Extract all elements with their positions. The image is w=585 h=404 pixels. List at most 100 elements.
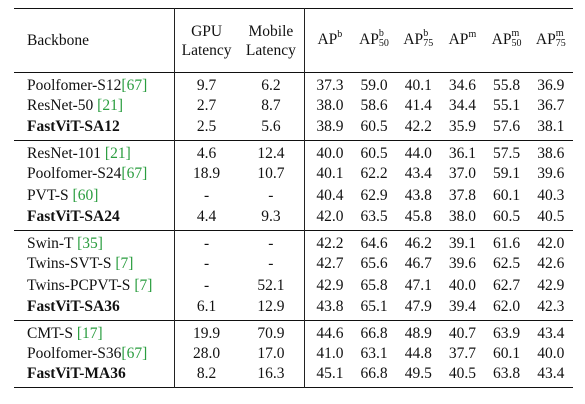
cell-gpu-latency: -	[174, 252, 238, 275]
cell-ap-4: 55.8	[492, 77, 521, 94]
cell-backbone: ResNet-50 [21]	[14, 95, 175, 118]
header-ap-2: APb 75	[396, 9, 440, 73]
header-ap-0: APb	[304, 9, 351, 73]
backbone-name: ResNet-50	[27, 97, 94, 115]
citation-link[interactable]: [67]	[121, 344, 148, 362]
cell-ap-0: 43.8	[316, 297, 344, 315]
cell-ap-1: 64.6	[351, 229, 397, 253]
citation-link[interactable]: [7]	[134, 277, 153, 295]
table-row: Poolfomer-S12[67] 9.7 6.2 37.3 59.0 40.1 34.6 5…	[14, 72, 573, 95]
cell-ap-2: 41.4	[404, 97, 432, 115]
citation-link[interactable]: [67]	[121, 77, 148, 94]
cell-backbone: CMT-S [17]	[14, 319, 175, 343]
cell-ap-5: 42.6	[537, 254, 565, 272]
table-row: PVT-S [60] - -40.4 62.9 43.8 37.8 60.1 40.3	[14, 185, 573, 208]
backbone-name: FastViT-SA36	[27, 297, 120, 315]
cell-backbone: PVT-S [60]	[14, 185, 175, 208]
cell-ap-2: 46.7	[404, 254, 432, 272]
cell-gpu-latency: 2.5	[174, 117, 238, 140]
header-ap-scripts: b 50	[378, 28, 389, 49]
cell-backbone: Poolfomer-S36[67]	[14, 343, 175, 366]
citation-link[interactable]: [7]	[115, 254, 134, 272]
cell-gpu-latency: -	[174, 229, 238, 253]
header-row: Backbone GPU Latency Mobile Latency APb …	[14, 8, 573, 73]
cell-ap-2: 46.2	[396, 229, 441, 253]
header-ap-4: APm 50	[484, 9, 528, 73]
cell-gpu-latency: 19.9	[174, 319, 238, 343]
cell-ap-1: 63.1	[360, 344, 388, 362]
cell-ap-0: 40.1	[316, 164, 344, 182]
cell-mobile-latency: 16.3	[237, 365, 305, 388]
cell-backbone: FastViT-SA12	[14, 118, 175, 141]
cell-ap-0: 38.9	[316, 117, 344, 135]
cell-gpu-latency: 6.1	[174, 297, 238, 320]
header-gpu-line1: GPU	[191, 22, 223, 40]
table-row: FastViT-SA24 4.4 9.3 42.0 63.5 45.8 38.0 60.5 40…	[14, 207, 573, 230]
header-ap-base: AP	[317, 31, 338, 48]
cell-ap-1: 65.8	[360, 277, 388, 295]
citation-link[interactable]: [21]	[97, 97, 123, 115]
cell-ap-4: 60.5	[492, 207, 521, 225]
cell-mobile-latency: 52.1	[237, 275, 305, 298]
cell-ap-2: 42.2	[404, 117, 432, 135]
cell-mobile-latency: 10.7	[237, 162, 305, 185]
cell-ap-5: 40.3	[537, 187, 565, 205]
header-backbone: Backbone	[27, 32, 89, 49]
backbone-name: FastViT-SA24	[27, 207, 120, 225]
header-ap-base: AP	[403, 31, 424, 49]
cell-ap-0: 38.0	[316, 97, 344, 115]
cell-mobile-latency: 12.4	[237, 139, 305, 163]
cell-ap-5: 40.0	[537, 344, 565, 362]
cell-ap-4: 59.1	[492, 164, 521, 182]
cell-ap-3: 40.7	[440, 319, 485, 343]
cell-mobile-latency: -	[237, 229, 305, 253]
table-row: Twins-PCPVT-S [7] -52.1 42.9 65.8 47.1 40.0 62…	[14, 275, 573, 298]
header-gpu-latency: GPU Latency	[174, 8, 238, 73]
citation-link[interactable]: [35]	[77, 234, 103, 252]
cell-ap-4: 63.9	[484, 319, 529, 343]
cell-ap-0: 42.0	[316, 207, 344, 225]
cell-ap-4: 63.8	[492, 365, 521, 382]
header-ap-3: APm	[440, 9, 484, 73]
cell-gpu-latency: 9.7	[174, 72, 238, 95]
cell-ap-2: 45.8	[404, 207, 432, 225]
cell-ap-0: 40.0	[304, 139, 352, 163]
cell-mobile-latency: -	[237, 252, 305, 275]
cell-ap-5: 40.5	[537, 207, 565, 225]
backbone-name: CMT-S	[27, 324, 73, 342]
citation-link[interactable]: [67]	[121, 164, 148, 182]
citation-link[interactable]: [17]	[76, 324, 103, 342]
citation-link[interactable]: [60]	[72, 187, 99, 205]
cell-ap-3: 37.0	[448, 164, 476, 182]
cell-ap-5: 38.1	[537, 117, 565, 135]
cell-ap-1: 59.0	[360, 77, 388, 94]
header-mobile-line1: Mobile	[248, 22, 294, 40]
cell-ap-2: 43.8	[404, 187, 432, 205]
header-ap-base: AP	[535, 31, 556, 49]
cell-ap-3: 36.1	[440, 139, 485, 163]
cell-ap-2: 40.1	[404, 77, 432, 94]
backbone-name: PVT-S	[27, 187, 69, 205]
cell-ap-4: 55.1	[492, 97, 521, 115]
cell-backbone: Swin-T [35]	[14, 229, 175, 253]
cell-backbone: FastViT-SA36	[14, 298, 175, 321]
header-ap-sub: 50	[378, 37, 389, 49]
cell-ap-5: 43.4	[537, 365, 565, 382]
cell-ap-3: 35.9	[448, 117, 476, 135]
cell-mobile-latency: 5.6	[237, 117, 305, 140]
cell-ap-5: 43.4	[528, 319, 573, 343]
cell-ap-1: 63.5	[360, 207, 388, 225]
cell-gpu-latency: -	[174, 275, 238, 298]
cell-ap-3: 40.0	[448, 277, 476, 295]
cell-ap-1: 66.8	[351, 319, 397, 343]
cell-ap-4: 62.0	[492, 297, 521, 315]
backbone-name: Poolfomer-S24	[27, 164, 122, 182]
cell-ap-3: 38.0	[448, 207, 476, 225]
citation-link[interactable]: [21]	[104, 144, 131, 162]
cell-ap-3: 37.7	[448, 344, 476, 362]
header-mobile-line2: Latency	[245, 41, 296, 59]
table-row: FastViT-MA36 8.2 16.3 45.1 66.8 49.5 40.5 63.8 4…	[14, 365, 573, 388]
cell-ap-3: 39.4	[448, 297, 476, 315]
table-row: CMT-S [17] 19.9 70.9 44.6 66.8 48.9 40.7 63.9 43…	[14, 319, 573, 343]
header-ap-sup: b	[337, 29, 343, 40]
